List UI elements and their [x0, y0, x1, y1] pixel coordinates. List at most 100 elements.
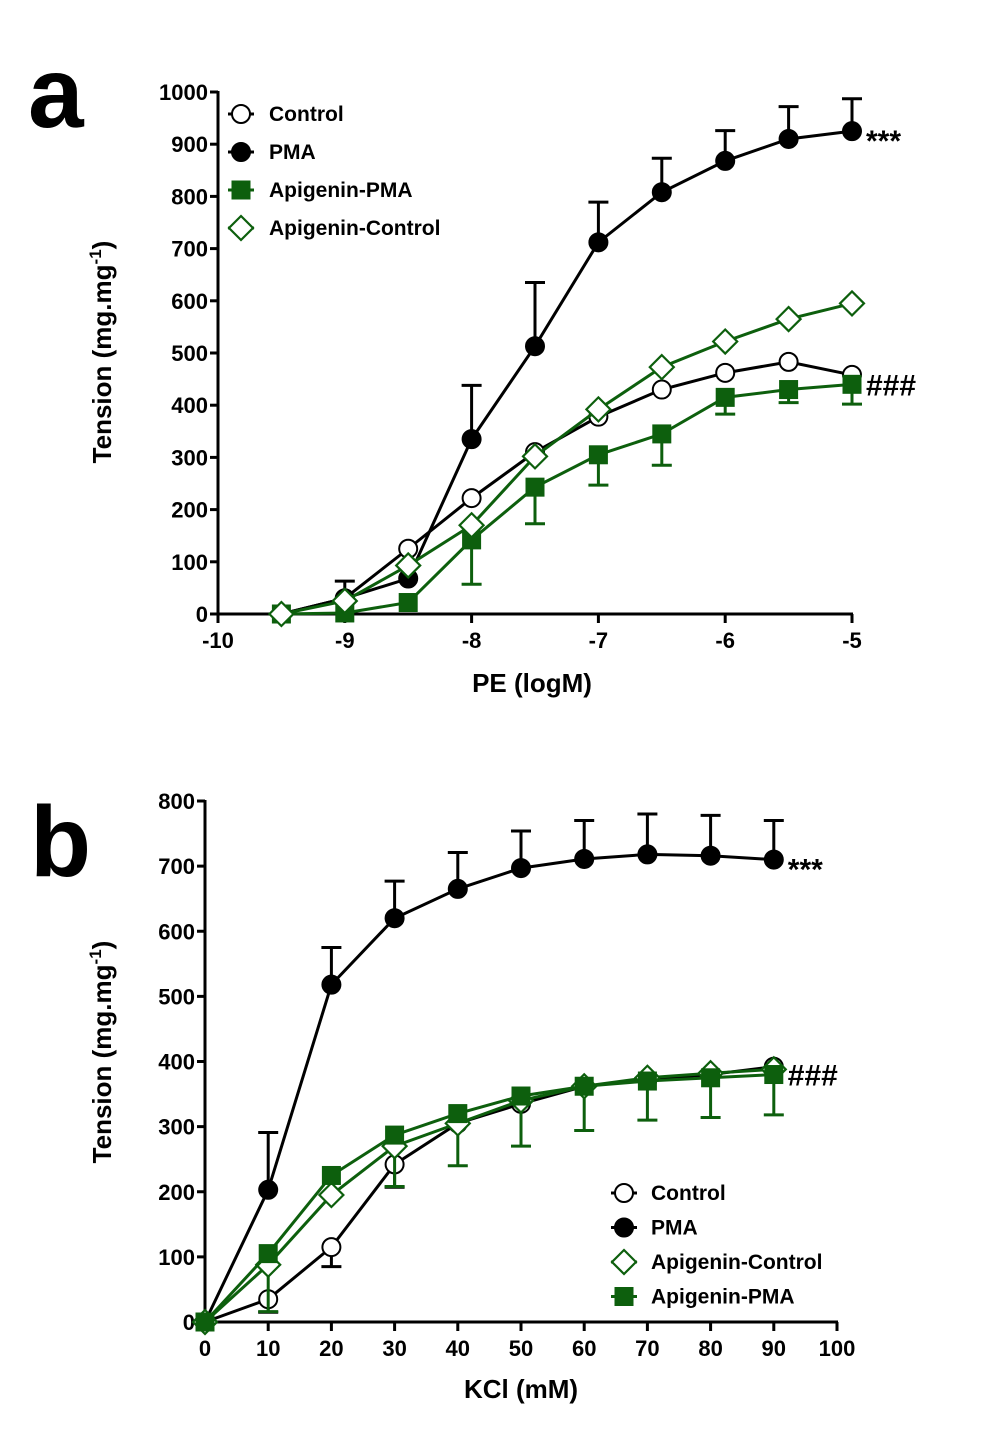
y-tick-label: 0	[183, 1310, 195, 1335]
x-tick-label: -9	[335, 628, 355, 653]
x-tick-label: -5	[842, 628, 862, 653]
x-tick-label: -8	[462, 628, 482, 653]
data-point-apigenin-control	[648, 353, 676, 381]
y-axis-title-superscript: -1	[86, 249, 105, 264]
series-line	[203, 852, 774, 1323]
data-point-control	[321, 1237, 342, 1258]
y-axis-title-close: )	[87, 241, 117, 250]
y-tick-label: 500	[171, 341, 208, 366]
data-point-pma	[700, 845, 721, 866]
chart-a-legend: Control PMA Apigenin-PMA Apigenin-Control	[227, 103, 440, 242]
legend-marker-apigenin-pma	[614, 1287, 634, 1306]
series-line	[281, 360, 853, 616]
data-point-pma	[447, 878, 468, 899]
data-point-pma	[384, 908, 405, 929]
data-point-control	[461, 488, 482, 509]
x-tick-label: 10	[256, 1336, 280, 1361]
data-point-apigenin-pma	[258, 1244, 278, 1264]
chart-b-yticks: 0 100 200 300 400 500 600 700 800	[158, 789, 205, 1335]
data-point-apigenin-control	[521, 442, 549, 470]
legend-item-apigenin-pma: Apigenin-PMA	[228, 179, 412, 202]
x-tick-label: -10	[202, 628, 234, 653]
y-tick-label: 0	[196, 602, 208, 627]
data-point-apigenin-control	[838, 289, 866, 317]
legend-marker-apigenin-control	[610, 1248, 638, 1276]
data-point-apigenin-pma	[715, 387, 735, 407]
y-tick-label: 600	[171, 289, 208, 314]
data-point-apigenin-pma	[652, 424, 672, 444]
y-tick-label: 100	[171, 550, 208, 575]
significance-stars: ***	[788, 854, 823, 887]
legend-label: Apigenin-PMA	[269, 179, 412, 202]
series-line	[281, 301, 853, 616]
y-axis-title-main: Tension (mg.mg	[87, 264, 117, 463]
panel-label-a: a	[28, 37, 85, 149]
data-point-apigenin-pma	[448, 1104, 468, 1124]
chart-a-annotations: *** ###	[866, 125, 916, 402]
data-point-pma	[511, 858, 531, 879]
legend-marker-apigenin-pma	[231, 180, 251, 200]
data-point-control	[651, 379, 672, 400]
legend-marker-control	[614, 1183, 634, 1203]
legend-marker-apigenin-control	[227, 214, 255, 242]
data-point-apigenin-control	[317, 1181, 345, 1209]
series-apigenin-pma	[195, 1065, 784, 1332]
series-pma	[271, 97, 862, 624]
series-line	[281, 382, 853, 616]
x-tick-label: -6	[715, 628, 735, 653]
y-tick-label: 200	[171, 498, 208, 523]
data-point-pma	[842, 121, 862, 142]
data-point-pma	[715, 150, 736, 171]
y-tick-label: 1000	[159, 80, 208, 105]
data-point-pma	[778, 128, 799, 149]
chart-a: a 0 100 200 300 400 500 600 700 800 900 1000 -10 -9…	[28, 37, 916, 698]
data-point-apigenin-pma	[385, 1125, 405, 1145]
legend-label: PMA	[269, 141, 316, 164]
legend-item-apigenin-control: Apigenin-Control	[227, 214, 440, 242]
significance-hashes: ###	[866, 369, 916, 402]
legend-item-control: Control	[228, 103, 344, 126]
chart-b-legend: Control PMA Apigenin-Control Apigenin-PMA	[610, 1182, 822, 1309]
series-apigenin-control	[267, 289, 866, 628]
data-point-pma	[651, 182, 672, 203]
y-tick-label: 600	[158, 919, 195, 944]
data-point-apigenin-control	[711, 327, 739, 356]
data-point-apigenin-pma	[764, 1065, 784, 1085]
y-tick-label: 100	[158, 1245, 195, 1270]
x-tick-label: 0	[199, 1336, 211, 1361]
y-tick-label: 400	[158, 1050, 195, 1075]
y-tick-label: 200	[158, 1180, 195, 1205]
series-apigenin-pma	[271, 374, 862, 624]
legend-label: Apigenin-Control	[269, 217, 440, 240]
y-axis-title-superscript: -1	[86, 949, 105, 964]
legend-item-pma: PMA	[611, 1217, 698, 1240]
legend-label: Control	[269, 103, 344, 126]
y-tick-label: 800	[158, 789, 195, 814]
significance-stars: ***	[866, 125, 901, 158]
data-point-pma	[258, 1179, 279, 1200]
data-point-apigenin-pma	[398, 593, 418, 613]
data-point-apigenin-control	[775, 305, 803, 333]
data-point-apigenin-control	[331, 587, 359, 615]
data-point-apigenin-pma	[842, 374, 862, 394]
series-line	[204, 1065, 774, 1324]
data-point-apigenin-pma	[637, 1071, 657, 1091]
y-tick-label: 800	[171, 184, 208, 209]
data-point-control	[778, 351, 799, 372]
series-pma	[195, 812, 784, 1332]
x-tick-label: 70	[635, 1336, 659, 1361]
chart-a-y-axis-title: Tension (mg.mg-1)	[86, 241, 117, 464]
series-line	[203, 1067, 774, 1324]
chart-a-series	[267, 97, 866, 628]
series-control	[271, 351, 862, 624]
y-tick-label: 300	[158, 1115, 195, 1140]
x-tick-label: 60	[572, 1336, 596, 1361]
chart-b-axes	[203, 800, 838, 1324]
data-point-apigenin-control	[394, 551, 422, 580]
data-point-apigenin-pma	[525, 477, 545, 497]
y-tick-label: 500	[158, 984, 195, 1009]
x-tick-label: 30	[382, 1336, 406, 1361]
legend-label: PMA	[651, 1217, 698, 1240]
legend-item-apigenin-pma: Apigenin-PMA	[611, 1286, 794, 1309]
